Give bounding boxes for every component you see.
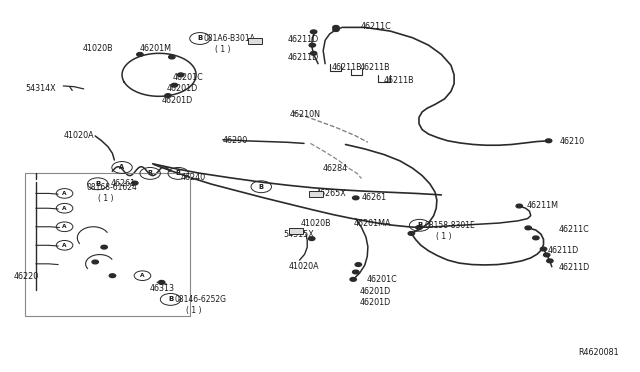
Circle shape [137, 52, 143, 56]
Circle shape [355, 263, 362, 266]
Text: ( 1 ): ( 1 ) [215, 45, 231, 54]
Text: 46211B: 46211B [360, 63, 390, 72]
Text: 08168-61624: 08168-61624 [87, 183, 138, 192]
Circle shape [333, 28, 339, 32]
Text: B: B [168, 296, 173, 302]
Text: 54315X: 54315X [284, 230, 314, 240]
Circle shape [132, 181, 138, 185]
Circle shape [310, 30, 317, 34]
Text: 46210: 46210 [560, 137, 585, 146]
Text: 46210N: 46210N [289, 110, 321, 119]
Text: 46201D: 46201D [360, 298, 391, 307]
Circle shape [545, 139, 552, 142]
Text: 46211C: 46211C [558, 225, 589, 234]
Text: 46211B: 46211B [384, 76, 415, 85]
Text: 46290: 46290 [223, 135, 248, 145]
Text: 46211M: 46211M [527, 201, 559, 210]
Text: A: A [120, 164, 125, 170]
Text: 46201D: 46201D [360, 287, 391, 296]
Text: 46201MA: 46201MA [354, 219, 391, 228]
Text: 46220: 46220 [13, 272, 38, 281]
Circle shape [540, 247, 547, 251]
Circle shape [532, 236, 539, 240]
Text: 46201D: 46201D [162, 96, 193, 105]
Text: 46211D: 46211D [558, 263, 589, 272]
Text: 46265X: 46265X [316, 189, 346, 198]
Circle shape [309, 43, 316, 47]
Text: B: B [95, 181, 100, 187]
Text: A: A [140, 273, 145, 278]
Text: 46201C: 46201C [367, 275, 397, 284]
Text: 46211C: 46211C [360, 22, 391, 31]
Text: 46261: 46261 [111, 179, 136, 187]
Text: B: B [259, 184, 264, 190]
Circle shape [353, 196, 359, 200]
Text: 08146-6252G: 08146-6252G [174, 295, 227, 304]
Bar [25, 173, 189, 317]
Text: 46211D: 46211D [548, 246, 579, 255]
Text: R: R [148, 170, 153, 176]
Circle shape [101, 245, 108, 249]
Circle shape [543, 253, 550, 257]
Text: A: A [62, 206, 67, 211]
Circle shape [165, 94, 172, 97]
Text: 46261: 46261 [362, 193, 387, 202]
Circle shape [159, 280, 165, 284]
Text: 41020B: 41020B [301, 219, 332, 228]
Text: 46201M: 46201M [140, 44, 172, 53]
Text: 08158-8301E: 08158-8301E [425, 221, 476, 230]
Circle shape [109, 274, 116, 278]
Circle shape [353, 270, 359, 274]
Text: 46201D: 46201D [167, 84, 198, 93]
Text: 46240: 46240 [180, 173, 206, 182]
Circle shape [177, 73, 184, 77]
Text: 46313: 46313 [150, 284, 175, 293]
Circle shape [172, 83, 177, 87]
Circle shape [310, 51, 317, 55]
Text: B: B [417, 222, 422, 228]
Circle shape [408, 232, 415, 235]
Text: A: A [62, 191, 67, 196]
Bar [289, 228, 303, 234]
Text: A: A [62, 224, 67, 229]
Circle shape [547, 259, 553, 263]
Circle shape [350, 278, 356, 281]
Circle shape [308, 237, 315, 240]
Text: B: B [197, 35, 203, 42]
Text: 54314X: 54314X [25, 84, 56, 93]
Text: ( 1 ): ( 1 ) [436, 232, 452, 241]
Circle shape [92, 260, 99, 264]
Bar [248, 38, 262, 44]
Text: B: B [176, 170, 180, 176]
Circle shape [169, 55, 175, 59]
Text: R4620081: R4620081 [579, 348, 619, 357]
Circle shape [525, 226, 531, 230]
Text: 081A6-B301A: 081A6-B301A [204, 34, 255, 43]
Text: 46284: 46284 [323, 164, 348, 173]
Text: 41020A: 41020A [289, 262, 319, 270]
Circle shape [416, 226, 422, 230]
Text: ( 1 ): ( 1 ) [98, 194, 113, 203]
Text: ( 1 ): ( 1 ) [186, 307, 202, 315]
Bar [308, 191, 323, 197]
Text: 41020A: 41020A [63, 131, 94, 140]
Text: 41020B: 41020B [83, 44, 113, 53]
Text: A: A [62, 243, 67, 248]
Circle shape [516, 204, 522, 208]
Circle shape [333, 26, 339, 29]
Text: 46211B: 46211B [332, 63, 362, 72]
Text: 46211D: 46211D [288, 52, 319, 61]
Text: 46201C: 46201C [173, 73, 204, 82]
Text: 46211D: 46211D [288, 35, 319, 44]
